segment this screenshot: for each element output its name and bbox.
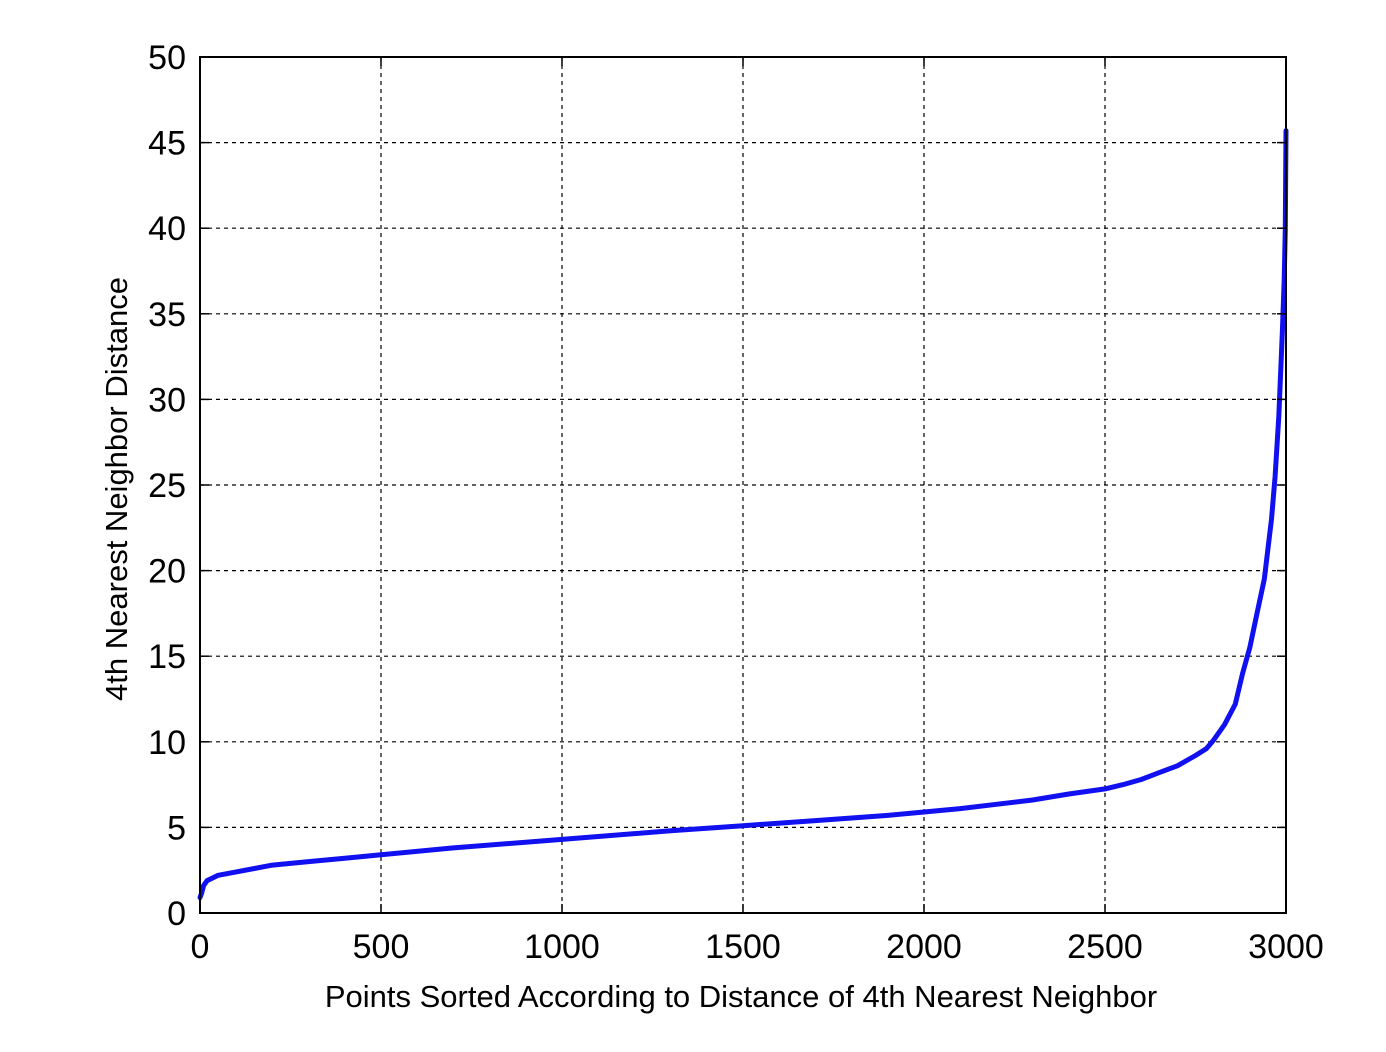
grid-lines bbox=[200, 57, 1286, 913]
y-tick-label: 50 bbox=[148, 39, 186, 77]
x-tick-label: 500 bbox=[353, 928, 410, 966]
y-tick-label: 25 bbox=[148, 467, 186, 505]
y-tick-label: 30 bbox=[148, 381, 186, 419]
x-axis-label: Points Sorted According to Distance of 4… bbox=[325, 979, 1157, 1014]
y-tick-label: 0 bbox=[167, 895, 186, 933]
axis-ticks bbox=[199, 56, 1287, 914]
y-tick-label: 15 bbox=[148, 638, 186, 676]
x-tick-label: 2500 bbox=[1067, 928, 1143, 966]
y-tick-label: 35 bbox=[148, 296, 186, 334]
y-axis-label: 4th Nearest Neighbor Distance bbox=[99, 277, 134, 701]
data-line bbox=[197, 128, 1289, 901]
y-tick-label: 10 bbox=[148, 724, 186, 762]
x-tick-label: 0 bbox=[191, 928, 210, 966]
x-tick-label: 1500 bbox=[705, 928, 781, 966]
y-tick-label: 45 bbox=[148, 125, 186, 163]
tick-labels: 0 500 1000 1500 2000 2500 3000 0 5 10 15 20 25 30 35 40… bbox=[148, 39, 1324, 966]
x-tick-label: 1000 bbox=[524, 928, 600, 966]
x-tick-label: 2000 bbox=[886, 928, 962, 966]
y-tick-label: 40 bbox=[148, 210, 186, 248]
y-tick-label: 5 bbox=[167, 809, 186, 847]
x-tick-label: 3000 bbox=[1248, 928, 1324, 966]
plot-area bbox=[197, 128, 1289, 901]
y-tick-label: 20 bbox=[148, 553, 186, 591]
